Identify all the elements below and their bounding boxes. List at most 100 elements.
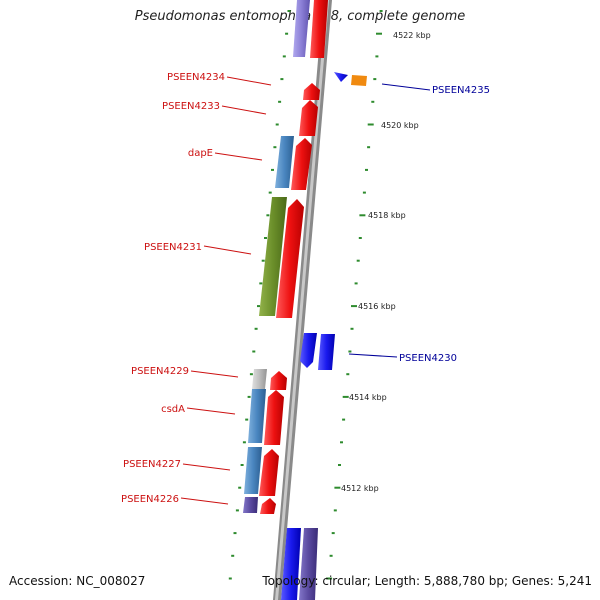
scale-tick — [235, 509, 239, 512]
scale-tick — [359, 214, 366, 217]
scale-tick — [342, 418, 346, 421]
scale-tick — [280, 78, 284, 81]
gene-arrow-PSEEN4235 — [334, 72, 348, 82]
topology-text: Topology: circular; Length: 5,888,780 bp… — [262, 574, 592, 588]
reverse-genes — [281, 72, 367, 600]
scale-tick — [333, 509, 337, 512]
scale-tick — [365, 168, 368, 171]
scale-label: 4516 kbp — [358, 302, 396, 311]
scale-tick — [329, 554, 333, 557]
scale-tick — [271, 168, 274, 171]
gene-label-PSEEN4226: PSEEN4226 — [121, 494, 179, 505]
cds-feature — [293, 0, 310, 57]
scale-tick — [376, 32, 382, 35]
gene-arrow-PSEEN4233 — [299, 100, 318, 136]
scale-tick — [379, 10, 383, 12]
scale-tick — [287, 10, 291, 12]
scale-label: 4518 kbp — [368, 211, 406, 220]
scale-tick — [278, 100, 282, 103]
gene-labels: PSEEN4234 PSEEN4233 dapE PSEEN4231 PSEEN… — [121, 72, 490, 505]
gene-label-PSEEN4227: PSEEN4227 — [123, 459, 181, 470]
scale-tick — [354, 282, 358, 285]
scale-tick — [351, 305, 357, 308]
scale-tick — [254, 327, 258, 330]
scale-tick — [326, 577, 333, 580]
cds-feature — [259, 197, 287, 316]
scale-tick — [233, 532, 237, 535]
gene-arrow-PSEEN4226 — [260, 498, 276, 514]
scale-tick — [285, 32, 289, 35]
scale-tick — [252, 350, 256, 353]
scale-tick — [238, 486, 242, 489]
scale-tick — [340, 441, 343, 444]
scale-tick — [266, 214, 270, 217]
cds-feature — [243, 497, 258, 513]
scale-tick — [331, 532, 335, 535]
gene-arrow-PSEEN4230-a — [300, 333, 317, 368]
gene-label-dapE: dapE — [188, 148, 213, 159]
scale-tick — [334, 486, 341, 489]
cds-feature-orange — [351, 75, 367, 86]
gene-label-csdA: csdA — [161, 404, 185, 415]
scale-tick — [282, 55, 286, 58]
scale-tick — [240, 464, 244, 466]
gene-label-PSEEN4235: PSEEN4235 — [432, 85, 490, 96]
gene-arrow-PSEEN4227 — [259, 449, 279, 496]
scale-tick — [367, 123, 374, 126]
gene-arrow-dapE — [291, 138, 312, 190]
scale-label: 4520 kbp — [381, 121, 419, 130]
scale-tick — [350, 327, 354, 330]
scale-tick — [249, 373, 253, 376]
scale-tick — [371, 100, 375, 103]
scale-tick — [338, 464, 341, 466]
gene-arrow-PSEEN4230-b — [318, 334, 335, 370]
label-leader-lines — [180, 76, 431, 505]
scale-tick — [261, 259, 265, 262]
gene-label-PSEEN4234: PSEEN4234 — [167, 72, 225, 83]
gene-arrow-bottom-a — [281, 528, 301, 600]
gene-arrow-PSEEN4231 — [276, 199, 304, 318]
scale-tick — [275, 123, 279, 126]
scale-tick — [342, 395, 349, 398]
gene-label-PSEEN4230: PSEEN4230 — [399, 353, 457, 364]
scale-tick — [257, 305, 260, 308]
scale-tick — [362, 191, 366, 194]
scale-tick — [273, 146, 277, 149]
forward-genes — [259, 0, 328, 514]
scale-tick — [358, 237, 362, 239]
scale-label: 4522 kbp — [393, 31, 431, 40]
cds-feature — [252, 369, 267, 389]
gene-arrow-PSEEN4234 — [303, 83, 320, 100]
scale-tick — [231, 554, 235, 557]
gene-label-PSEEN4229: PSEEN4229 — [131, 366, 189, 377]
scale-tick — [259, 282, 263, 285]
gene-arrow-bottom-b — [299, 528, 318, 600]
scale-tick — [264, 237, 267, 239]
gene-arrow-PSEEN4229 — [270, 371, 287, 390]
scale-tick — [367, 146, 371, 149]
cds-features — [243, 0, 310, 513]
scale-tick — [373, 78, 377, 81]
accession-text: Accession: NC_008027 — [9, 574, 146, 588]
scale-tick — [245, 418, 249, 421]
gene-label-PSEEN4231: PSEEN4231 — [144, 242, 202, 253]
cds-feature — [244, 447, 262, 494]
cds-feature — [275, 136, 294, 188]
scale-tick — [247, 395, 251, 398]
gene-arrow-csdA — [264, 390, 284, 445]
scale-ticks-left — [228, 10, 291, 580]
scale-tick — [356, 259, 360, 262]
backbone — [273, 0, 332, 600]
gene-label-PSEEN4233: PSEEN4233 — [162, 101, 220, 112]
scale-labels: 4522 kbp 4520 kbp 4518 kbp 4516 kbp 4514… — [341, 31, 431, 493]
scale-label: 4514 kbp — [349, 393, 387, 402]
scale-tick — [346, 373, 350, 376]
scale-tick — [228, 577, 232, 580]
gene-arrow-top-forward — [310, 0, 328, 58]
cds-feature — [248, 389, 266, 443]
scale-tick — [348, 350, 352, 353]
scale-label: 4512 kbp — [341, 484, 379, 493]
scale-tick — [375, 55, 379, 58]
scale-ticks-right — [326, 10, 383, 580]
